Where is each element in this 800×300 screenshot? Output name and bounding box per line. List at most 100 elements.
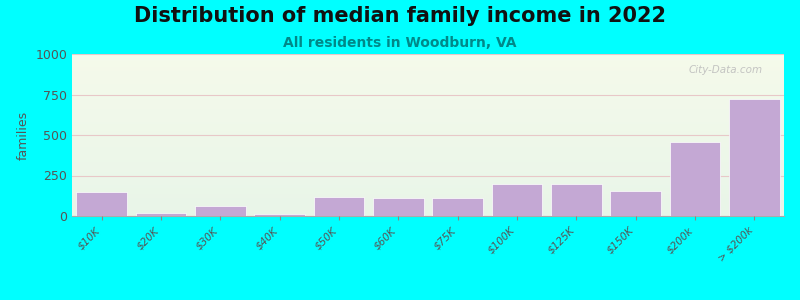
- Bar: [72, 74, 784, 75]
- Bar: [72, 63, 784, 64]
- Bar: [72, 165, 784, 166]
- Bar: [72, 117, 784, 118]
- Bar: [72, 203, 784, 204]
- Bar: [72, 157, 784, 158]
- Bar: [72, 159, 784, 160]
- Bar: [72, 119, 784, 120]
- Bar: [72, 192, 784, 193]
- Bar: [72, 103, 784, 104]
- Bar: [72, 134, 784, 135]
- Bar: [72, 108, 784, 109]
- Bar: [72, 133, 784, 134]
- Text: Distribution of median family income in 2022: Distribution of median family income in …: [134, 6, 666, 26]
- Y-axis label: families: families: [17, 110, 30, 160]
- Bar: [72, 135, 784, 136]
- Bar: [72, 114, 784, 115]
- Bar: [72, 61, 784, 62]
- Bar: [72, 201, 784, 202]
- Bar: [72, 209, 784, 210]
- Bar: [72, 197, 784, 198]
- Bar: [72, 118, 784, 119]
- Bar: [72, 149, 784, 150]
- Bar: [72, 97, 784, 98]
- Bar: [72, 131, 784, 132]
- Bar: [72, 164, 784, 165]
- Bar: [72, 150, 784, 151]
- Bar: [72, 202, 784, 203]
- Bar: [72, 212, 784, 213]
- Bar: [72, 136, 784, 137]
- Bar: [72, 67, 784, 68]
- Bar: [72, 75, 784, 76]
- Bar: [72, 151, 784, 152]
- Bar: [72, 188, 784, 189]
- Bar: [72, 66, 784, 67]
- Bar: [72, 196, 784, 197]
- Bar: [72, 55, 784, 56]
- Bar: [72, 105, 784, 106]
- Bar: [72, 58, 784, 59]
- Bar: [72, 56, 784, 57]
- Bar: [72, 208, 784, 209]
- Bar: [72, 123, 784, 124]
- Bar: [72, 193, 784, 194]
- Bar: [72, 185, 784, 186]
- Bar: [72, 173, 784, 174]
- Bar: [72, 184, 784, 185]
- Bar: [72, 121, 784, 122]
- Bar: [72, 91, 784, 92]
- Bar: [72, 187, 784, 188]
- Bar: [72, 183, 784, 184]
- Bar: [72, 68, 784, 69]
- Bar: [72, 102, 784, 103]
- Bar: [72, 70, 784, 71]
- Bar: [72, 116, 784, 117]
- Bar: [72, 81, 784, 82]
- Bar: [72, 200, 784, 201]
- Bar: [72, 213, 784, 214]
- Bar: [72, 174, 784, 175]
- Bar: [492, 184, 542, 216]
- Bar: [72, 198, 784, 199]
- Bar: [72, 132, 784, 133]
- Bar: [72, 189, 784, 190]
- Bar: [72, 207, 784, 208]
- Bar: [729, 98, 779, 216]
- Bar: [72, 168, 784, 169]
- Bar: [72, 61, 784, 62]
- Bar: [72, 112, 784, 113]
- Bar: [72, 85, 784, 86]
- Bar: [670, 142, 720, 216]
- Bar: [72, 122, 784, 123]
- Bar: [72, 130, 784, 131]
- Bar: [72, 146, 784, 147]
- Bar: [72, 153, 784, 154]
- Bar: [72, 199, 784, 200]
- Bar: [433, 198, 483, 216]
- Bar: [72, 104, 784, 105]
- Bar: [72, 148, 784, 149]
- Bar: [72, 204, 784, 205]
- Bar: [72, 64, 784, 65]
- Bar: [72, 126, 784, 127]
- Bar: [72, 152, 784, 153]
- Bar: [72, 110, 784, 111]
- Bar: [72, 169, 784, 170]
- Bar: [72, 94, 784, 95]
- Bar: [72, 82, 784, 83]
- Bar: [72, 62, 784, 63]
- Bar: [72, 170, 784, 171]
- Bar: [72, 59, 784, 60]
- Bar: [72, 160, 784, 161]
- Bar: [72, 181, 784, 182]
- Bar: [72, 144, 784, 145]
- Bar: [72, 178, 784, 179]
- Bar: [72, 93, 784, 94]
- Bar: [72, 89, 784, 90]
- Bar: [72, 210, 784, 211]
- Bar: [72, 179, 784, 180]
- Bar: [72, 128, 784, 129]
- Bar: [72, 90, 784, 91]
- Bar: [72, 69, 784, 70]
- Bar: [72, 182, 784, 183]
